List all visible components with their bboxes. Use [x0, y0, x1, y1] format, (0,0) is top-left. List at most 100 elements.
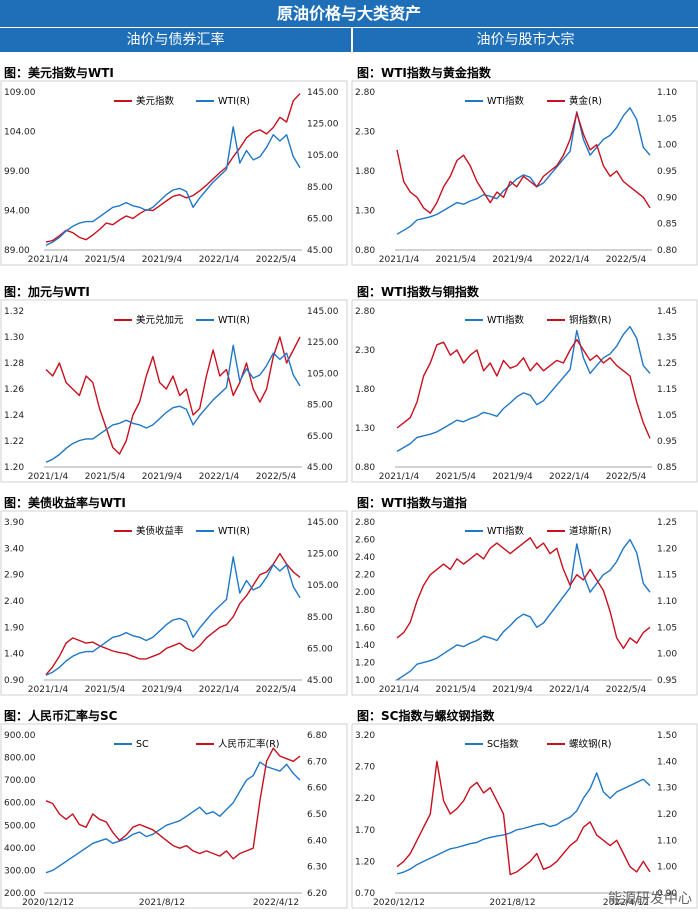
y-left-tick-label: 1.00 [355, 676, 375, 686]
y-right-tick-label: 145.00 [307, 307, 339, 317]
x-tick-label: 2022/5/4 [256, 685, 297, 695]
chart-title-sc-rebar: 图：SC指数与螺纹钢指数 [357, 709, 495, 723]
y-right-tick-label: 0.85 [657, 463, 677, 473]
legend-label: SC [136, 739, 149, 750]
y-right-tick-label: 1.30 [657, 784, 677, 794]
series-line-0 [396, 538, 651, 681]
y-right-tick-label: 1.45 [657, 307, 677, 317]
y-right-tick-label: 1.25 [657, 518, 677, 528]
y-left-tick-label: 1.40 [355, 641, 375, 651]
y-left-tick-label: 2.40 [355, 553, 375, 563]
legend-label: 人民币汇率(R) [218, 738, 280, 750]
x-tick-label: 2021/9/4 [142, 685, 183, 695]
y-right-tick-label: 0.95 [657, 167, 677, 177]
y-left-tick-label: 0.80 [355, 246, 375, 256]
y-right-tick-label: 1.00 [657, 141, 677, 151]
y-left-tick-label: 600.00 [4, 799, 36, 809]
left-section-header: 油价与债券汇率 [0, 27, 351, 52]
y-right-tick-label: 1.10 [657, 88, 677, 98]
series-line-1 [396, 760, 651, 876]
legend-label: WTI(R) [218, 315, 250, 326]
y-left-tick-label: 500.00 [4, 821, 36, 831]
series-line-1 [396, 338, 651, 439]
chart-usd-wti: 89.00 94.00 99.00 104.00 109.00 45.00 65.00 85.… [0, 80, 348, 266]
y-left-tick-label: 1.20 [4, 463, 24, 473]
series-line-0 [45, 336, 301, 455]
y-right-tick-label: 0.80 [657, 246, 677, 256]
x-tick-label: 2020/12/12 [373, 898, 425, 908]
y-left-tick-label: 300.00 [4, 866, 36, 876]
chart-frame [351, 299, 698, 483]
series-line-0 [45, 93, 301, 243]
y-left-tick-label: 2.80 [355, 307, 375, 317]
y-right-tick-label: 65.00 [307, 214, 333, 224]
y-left-tick-label: 94.00 [4, 207, 30, 217]
x-tick-label: 2021/9/4 [142, 472, 183, 482]
x-tick-label: 2022/1/4 [549, 255, 590, 265]
legend-label: WTI指数 [487, 314, 524, 326]
chart-title-wti-dow: 图：WTI指数与道指 [357, 496, 467, 510]
legend-label: 铜指数(R) [569, 314, 612, 326]
y-left-tick-label: 400.00 [4, 844, 36, 854]
y-left-tick-label: 1.30 [355, 424, 375, 434]
x-tick-label: 2021/5/4 [436, 472, 477, 482]
y-left-tick-label: 1.20 [355, 658, 375, 668]
chart-frame [351, 80, 698, 266]
y-left-tick-label: 2.00 [355, 588, 375, 598]
series-line-1 [45, 556, 301, 676]
y-right-tick-label: 145.00 [307, 88, 339, 98]
x-tick-label: 2021/9/4 [142, 255, 183, 265]
chart-ust-wti: 0.90 1.40 1.90 2.40 2.90 3.40 3.90 45.00 65.00 85… [0, 510, 348, 696]
x-tick-label: 2021/1/4 [379, 685, 420, 695]
y-right-tick-label: 125.00 [307, 550, 339, 560]
x-tick-label: 2021/5/4 [85, 255, 126, 265]
x-tick-label: 2020/12/12 [22, 898, 74, 908]
y-right-tick-label: 6.50 [307, 810, 327, 820]
y-right-tick-label: 6.20 [307, 889, 327, 899]
y-left-tick-label: 1.40 [4, 650, 24, 660]
chart-frame [351, 510, 698, 696]
chart-title-ust-wti: 图：美债收益率与WTI [4, 496, 126, 510]
y-right-tick-label: 1.15 [657, 571, 677, 581]
chart-title-wti-gold: 图：WTI指数与黄金指数 [357, 66, 491, 80]
y-left-tick-label: 99.00 [4, 167, 30, 177]
y-left-tick-label: 2.40 [4, 597, 24, 607]
x-tick-label: 2021/9/4 [492, 685, 533, 695]
chart-title-usd-wti: 图：美元指数与WTI [4, 66, 114, 80]
chart-cny-sc: 200.00 300.00 400.00 500.00 600.00 700.00 800.… [0, 723, 348, 909]
y-right-tick-label: 1.40 [657, 757, 677, 767]
y-right-tick-label: 1.00 [657, 650, 677, 660]
chart-wti-gold: 0.80 1.30 1.80 2.30 2.80 0.80 0.85 0.90 0.95 1.00… [351, 80, 698, 266]
y-right-tick-label: 105.00 [307, 581, 339, 591]
y-right-tick-label: 45.00 [307, 246, 333, 256]
x-tick-label: 2022/4/12 [253, 898, 299, 908]
y-right-tick-label: 0.95 [657, 437, 677, 447]
y-left-tick-label: 1.30 [4, 333, 24, 343]
watermark: 能源研发中心 [608, 891, 692, 907]
y-left-tick-label: 3.90 [4, 518, 24, 528]
x-tick-label: 2021/9/4 [492, 472, 533, 482]
x-tick-label: 2021/5/4 [436, 685, 477, 695]
chart-frame [351, 723, 698, 909]
y-left-tick-label: 104.00 [4, 128, 36, 138]
y-right-tick-label: 1.05 [657, 623, 677, 633]
y-left-tick-label: 2.80 [355, 518, 375, 528]
chart-frame [0, 299, 348, 483]
x-tick-label: 2022/1/4 [549, 472, 590, 482]
x-tick-label: 2021/5/4 [436, 255, 477, 265]
x-tick-label: 2021/1/4 [28, 685, 69, 695]
y-left-tick-label: 900.00 [4, 731, 36, 741]
y-right-tick-label: 6.80 [307, 731, 327, 741]
series-line-1 [396, 112, 651, 214]
y-right-tick-label: 6.60 [307, 784, 327, 794]
y-left-tick-label: 1.60 [355, 623, 375, 633]
y-left-tick-label: 700.00 [4, 776, 36, 786]
y-right-tick-label: 105.00 [307, 151, 339, 161]
chart-wti-dow: 1.00 1.20 1.40 1.60 1.80 2.00 2.20 2.40 2.60 2.80… [351, 510, 698, 696]
y-right-tick-label: 6.40 [307, 836, 327, 846]
y-right-tick-label: 0.95 [657, 676, 677, 686]
series-line-0 [45, 761, 301, 874]
legend-label: 螺纹钢(R) [569, 738, 612, 750]
x-tick-label: 2022/4/12 [603, 898, 649, 908]
x-tick-label: 2022/5/4 [606, 472, 647, 482]
